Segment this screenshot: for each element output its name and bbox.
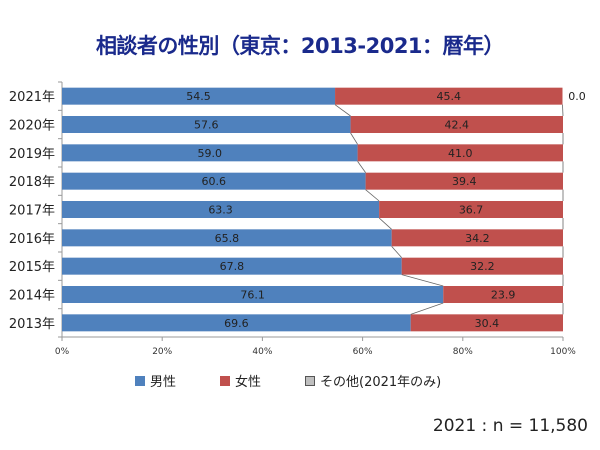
data-label: 41.0: [448, 147, 473, 160]
series-line-male: [357, 161, 366, 173]
bar-female: [410, 314, 563, 332]
bar-male: [62, 172, 366, 190]
x-tick-label: 60%: [353, 347, 373, 357]
data-label: 36.7: [459, 204, 484, 217]
y-tick-label: 2018年: [9, 175, 55, 190]
data-label: 54.5: [186, 90, 211, 103]
data-label: 42.4: [445, 119, 470, 132]
data-label: 67.8: [220, 260, 245, 273]
chart-title: 相談者の性別（東京：2013-2021：暦年）: [95, 34, 505, 58]
x-tick-label: 0%: [55, 347, 70, 357]
bar-male: [62, 257, 402, 275]
bar-male: [62, 116, 351, 133]
bar-female: [335, 87, 563, 105]
x-tick-label: 80%: [453, 347, 473, 357]
sample-size-note: 2021 : n = 11,580: [432, 416, 588, 436]
y-tick-label: 2017年: [9, 204, 55, 219]
y-tick-label: 2014年: [9, 289, 55, 304]
bar-male: [62, 144, 358, 162]
data-label: 45.4: [437, 90, 462, 103]
series-line-male: [410, 302, 444, 315]
legend-item-other: その他(2021年のみ): [305, 371, 441, 390]
x-tick-label: 40%: [252, 347, 272, 357]
chart-plot: 0% 20% 40% 60% 80% 100% 2021年 54.5 45.4 0.0 2020年 5…: [9, 81, 586, 357]
data-label: 32.2: [470, 260, 495, 273]
data-label: 34.2: [465, 232, 490, 245]
series-line-male: [365, 189, 380, 202]
data-label: 23.9: [491, 289, 516, 302]
legend-swatch-female: [220, 375, 231, 386]
x-tick-label: 100%: [550, 347, 576, 357]
bar-female: [350, 116, 563, 133]
y-tick-label: 2013年: [9, 317, 55, 332]
series-line-male: [334, 104, 351, 117]
series-line-female: [562, 104, 564, 117]
data-label: 59.0: [198, 147, 223, 160]
y-tick-label: 2016年: [9, 232, 55, 247]
bar-female: [401, 257, 563, 275]
series-line-male: [401, 274, 444, 287]
data-label: 60.6: [202, 175, 227, 188]
y-tick-label: 2015年: [9, 260, 55, 275]
data-label: 30.4: [475, 317, 500, 330]
legend: 男性 女性 その他(2021年のみ): [135, 371, 441, 390]
bar-female: [357, 144, 563, 162]
legend-swatch-other: [305, 375, 316, 386]
legend-item-female: 女性: [220, 371, 261, 390]
bar-male: [62, 314, 411, 332]
data-label: 57.6: [194, 119, 219, 132]
data-label: 65.8: [215, 232, 240, 245]
bar-female: [391, 229, 563, 247]
bar-female: [379, 201, 563, 218]
legend-label-male: 男性: [150, 375, 177, 390]
bar-male: [62, 87, 336, 105]
legend-label-female: 女性: [235, 375, 262, 390]
legend-label-other: その他(2021年のみ): [320, 375, 442, 390]
bar-male: [62, 201, 380, 218]
y-tick-label: 2021年: [9, 90, 55, 105]
legend-swatch-male: [135, 375, 145, 386]
bar-female: [443, 286, 563, 303]
series-line-male: [350, 132, 358, 145]
y-tick-label: 2019年: [9, 147, 55, 162]
data-label: 39.4: [452, 175, 477, 188]
data-label: 0.0: [568, 90, 586, 103]
bar-male: [62, 286, 444, 303]
y-tick-label: 2020年: [9, 119, 55, 134]
legend-item-male: 男性: [135, 371, 176, 390]
data-label: 76.1: [240, 289, 265, 302]
bar-female: [365, 172, 563, 190]
series-line-male: [391, 246, 402, 258]
data-label: 69.6: [224, 317, 249, 330]
bar-male: [62, 229, 392, 247]
x-tick-label: 20%: [152, 347, 172, 357]
series-line-male: [378, 217, 392, 230]
data-label: 63.3: [208, 204, 233, 217]
